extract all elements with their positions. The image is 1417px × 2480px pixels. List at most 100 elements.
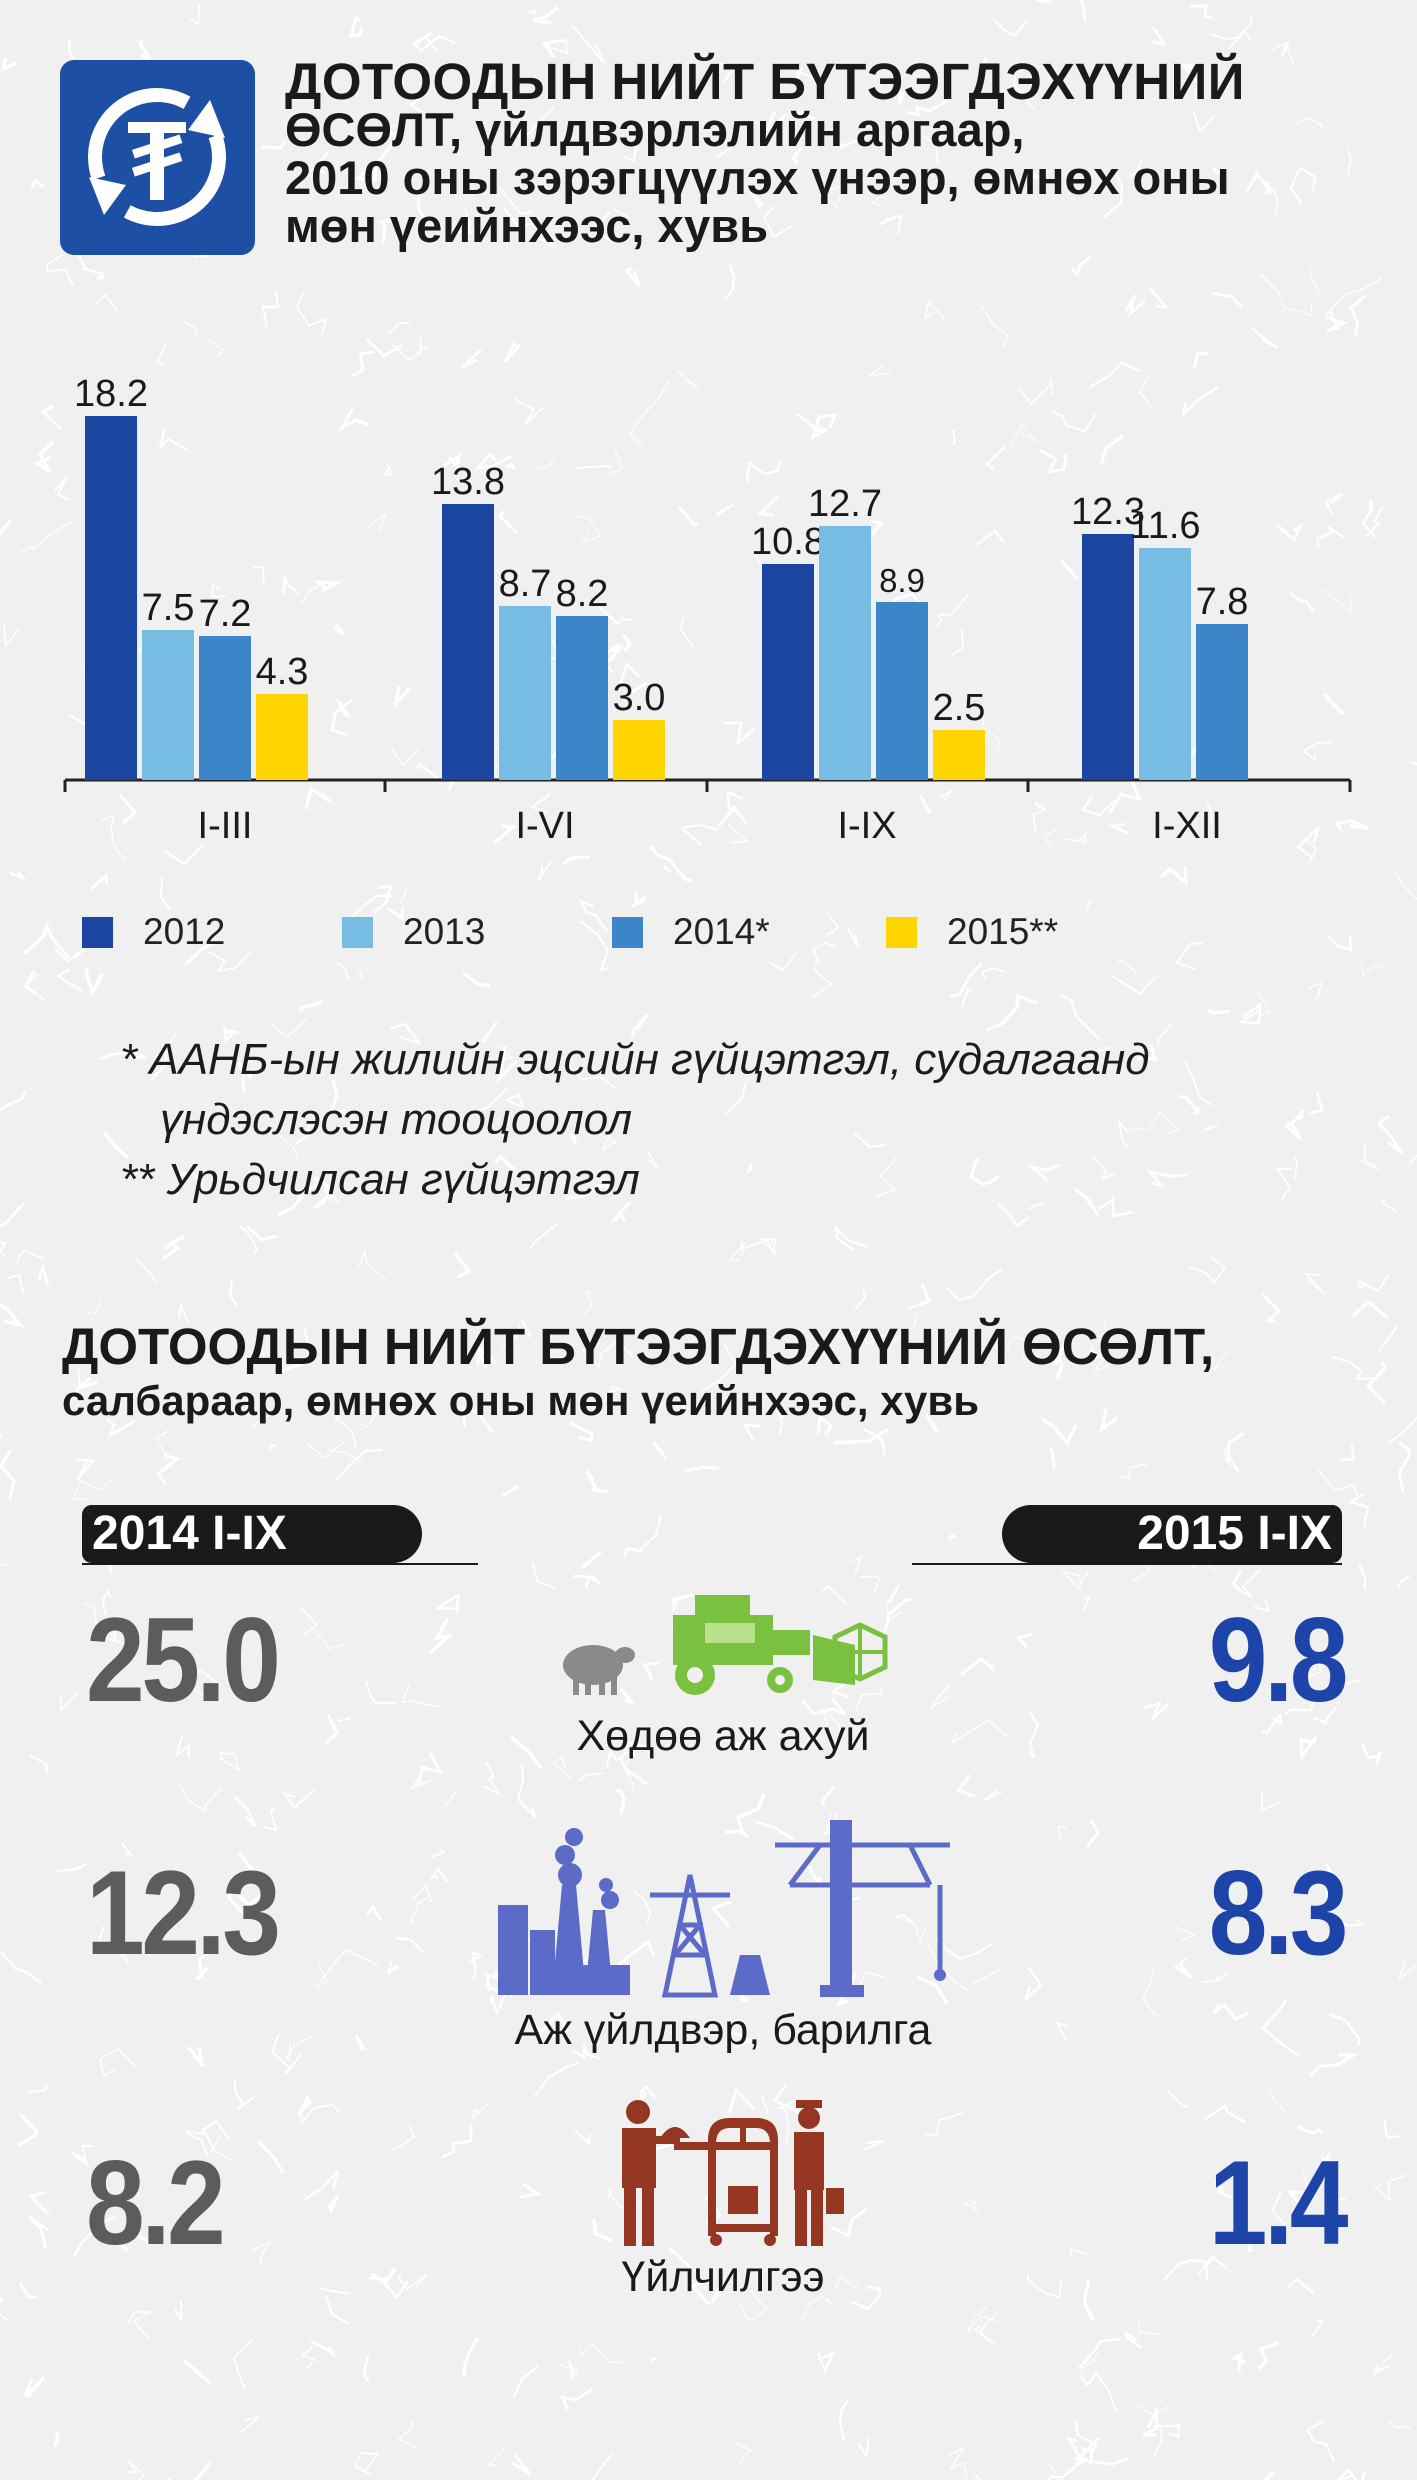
texture-crack	[1275, 1168, 1293, 1200]
bar-2015-I-III	[256, 694, 308, 780]
texture-crack	[1074, 2456, 1129, 2466]
texture-crack	[1190, 4, 1213, 20]
texture-crack	[857, 2437, 870, 2459]
texture-crack	[1326, 934, 1353, 952]
texture-crack	[487, 2446, 507, 2467]
texture-crack	[790, 147, 803, 165]
texture-crack	[514, 396, 544, 425]
texture-crack	[479, 1088, 508, 1111]
texture-crack	[1270, 40, 1294, 64]
texture-crack	[285, 2035, 313, 2063]
texture-crack	[1273, 188, 1279, 216]
texture-crack	[527, 2011, 570, 2038]
texture-crack	[1373, 2174, 1408, 2202]
texture-crack	[742, 1423, 761, 1441]
texture-crack	[76, 252, 106, 281]
texture-crack	[1302, 741, 1333, 762]
texture-crack	[796, 66, 817, 82]
texture-crack	[362, 2354, 370, 2383]
texture-crack	[29, 1753, 49, 1774]
data-label: 2.5	[933, 687, 986, 729]
texture-crack	[22, 921, 70, 959]
texture-crack	[1383, 2119, 1402, 2140]
texture-crack	[263, 1806, 278, 1832]
texture-crack	[1212, 2002, 1249, 2021]
title-line-1: ДОТООДЫН НИЙТ БҮТЭЭГДЭХҮҮНИЙ	[285, 53, 1245, 110]
texture-crack	[398, 2270, 428, 2291]
texture-crack	[1079, 0, 1087, 22]
texture-crack	[519, 2182, 543, 2199]
texture-crack	[178, 1172, 205, 1187]
texture-crack	[1027, 2274, 1062, 2299]
texture-crack	[1089, 1319, 1108, 1339]
texture-crack	[408, 85, 430, 118]
texture-crack	[1378, 1325, 1399, 1352]
texture-crack	[1060, 1569, 1089, 1591]
texture-crack	[541, 38, 566, 58]
texture-crack	[960, 987, 973, 1008]
sector-title-line-2: салбараар, өмнөх оны мөн үеийнхээс, хувь	[62, 1377, 980, 1424]
title-line-2: ӨСӨЛТ, үйлдвэрлэлийн аргаар,	[285, 103, 1025, 156]
texture-crack	[73, 2215, 116, 2257]
texture-crack	[447, 230, 480, 237]
texture-crack	[0, 1449, 16, 1500]
texture-crack	[1319, 588, 1352, 614]
texture-crack	[1296, 824, 1321, 860]
texture-crack	[1083, 2279, 1095, 2321]
texture-crack	[431, 1848, 446, 1858]
texture-crack	[874, 1156, 898, 1198]
texture-crack	[121, 1842, 134, 1858]
texture-crack	[178, 1301, 189, 1324]
texture-crack	[152, 1033, 177, 1058]
texture-crack	[1023, 1966, 1043, 2003]
texture-crack	[834, 1224, 869, 1251]
texture-crack	[511, 2454, 532, 2476]
texture-crack	[357, 1249, 387, 1281]
texture-crack	[1297, 2125, 1324, 2135]
texture-crack	[801, 1697, 847, 1716]
texture-crack	[581, 1339, 634, 1369]
texture-crack	[825, 912, 840, 936]
texture-crack	[1347, 149, 1352, 175]
texture-crack	[1068, 2247, 1088, 2258]
texture-crack	[211, 583, 227, 598]
texture-crack	[1286, 2190, 1307, 2206]
texture-crack	[18, 2282, 37, 2299]
texture-crack	[493, 1154, 517, 1172]
texture-crack	[390, 747, 419, 767]
texture-crack	[619, 1741, 648, 1785]
texture-crack	[322, 1183, 339, 1203]
texture-crack	[310, 150, 330, 174]
texture-crack	[615, 1789, 626, 1816]
texture-crack	[498, 510, 519, 535]
texture-crack	[366, 512, 388, 533]
texture-crack	[1324, 1863, 1337, 1895]
texture-crack	[947, 1533, 957, 1542]
texture-crack	[309, 291, 312, 294]
texture-crack	[969, 1157, 1000, 1186]
texture-crack	[1079, 2371, 1117, 2412]
texture-crack	[1263, 2470, 1276, 2480]
title-line-4: мөн үеийнхээс, хувь	[285, 199, 769, 252]
texture-crack	[703, 2291, 733, 2306]
texture-crack	[371, 2267, 397, 2286]
texture-crack	[1268, 2089, 1287, 2114]
bar-2015-I-IX	[933, 730, 985, 780]
texture-crack	[648, 844, 693, 883]
texture-crack	[251, 1403, 272, 1428]
bar-2014-I-VI	[556, 616, 608, 780]
bar-2012-I-IX	[762, 564, 814, 780]
texture-crack	[1408, 1154, 1417, 1165]
texture-crack	[86, 1300, 102, 1321]
sector-label-industry: Аж үйлдвэр, барилга	[514, 2006, 932, 2054]
texture-crack	[863, 1427, 887, 1456]
texture-crack	[210, 2136, 233, 2161]
texture-crack	[100, 814, 126, 862]
texture-crack	[416, 192, 429, 223]
texture-crack	[1332, 1355, 1375, 1381]
texture-crack	[238, 1224, 259, 1256]
texture-crack	[647, 1151, 659, 1170]
year-badge-right: 2015 I-IX	[1002, 1505, 1342, 1563]
texture-crack	[1348, 1493, 1370, 1528]
